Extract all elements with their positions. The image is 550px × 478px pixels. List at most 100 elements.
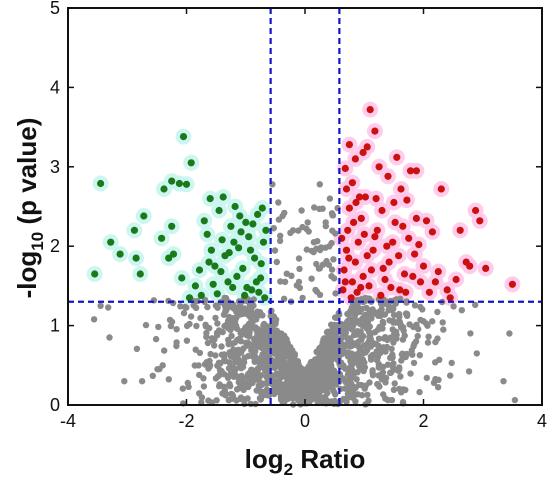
point-up bbox=[365, 282, 373, 290]
point-up bbox=[350, 218, 358, 226]
point-not-significant bbox=[221, 299, 229, 306]
point-down bbox=[140, 212, 148, 220]
point-up bbox=[369, 246, 377, 254]
point-not-significant bbox=[253, 357, 260, 364]
point-not-significant bbox=[90, 316, 98, 323]
point-not-significant bbox=[308, 388, 315, 395]
point-not-significant bbox=[294, 373, 301, 380]
point-not-significant bbox=[192, 304, 200, 311]
point-not-significant bbox=[97, 302, 104, 309]
point-not-significant bbox=[256, 386, 263, 394]
point-up bbox=[390, 198, 398, 207]
point-not-significant bbox=[270, 225, 277, 232]
point-not-significant bbox=[330, 323, 337, 331]
point-up bbox=[391, 218, 399, 226]
point-down bbox=[165, 254, 173, 262]
point-not-significant bbox=[183, 304, 190, 311]
point-not-significant bbox=[311, 204, 318, 211]
point-not-significant bbox=[500, 378, 507, 385]
point-up bbox=[340, 266, 348, 274]
point-down bbox=[255, 288, 263, 296]
point-not-significant bbox=[214, 320, 221, 327]
point-not-significant bbox=[325, 336, 332, 343]
point-down bbox=[175, 179, 183, 188]
point-not-significant bbox=[384, 396, 392, 404]
point-not-significant bbox=[358, 305, 366, 313]
point-not-significant bbox=[285, 378, 292, 385]
point-not-significant bbox=[280, 295, 288, 302]
points-layer bbox=[90, 106, 519, 408]
point-not-significant bbox=[168, 318, 176, 326]
point-not-significant bbox=[308, 275, 315, 282]
point-not-significant bbox=[314, 238, 321, 245]
point-down bbox=[169, 250, 178, 258]
point-not-significant bbox=[237, 394, 245, 401]
point-down bbox=[227, 222, 235, 230]
point-not-significant bbox=[262, 367, 269, 375]
point-not-significant bbox=[233, 305, 241, 313]
point-not-significant bbox=[205, 397, 212, 404]
y-axis-title: -log10 (p value) bbox=[12, 118, 47, 299]
point-not-significant bbox=[270, 326, 278, 334]
point-not-significant bbox=[416, 352, 423, 359]
point-up bbox=[387, 283, 395, 292]
point-not-significant bbox=[423, 320, 430, 327]
point-not-significant bbox=[291, 384, 298, 391]
point-not-significant bbox=[395, 310, 403, 318]
point-not-significant bbox=[202, 321, 209, 328]
point-up bbox=[399, 222, 407, 230]
point-up bbox=[371, 127, 379, 135]
point-not-significant bbox=[316, 265, 323, 272]
point-not-significant bbox=[196, 349, 204, 357]
point-not-significant bbox=[246, 313, 254, 321]
point-up bbox=[342, 246, 351, 254]
point-not-significant bbox=[397, 295, 404, 302]
point-down bbox=[225, 249, 233, 257]
point-down bbox=[239, 264, 247, 272]
point-down bbox=[254, 210, 262, 218]
point-up bbox=[456, 226, 464, 234]
point-not-significant bbox=[184, 379, 191, 387]
point-not-significant bbox=[391, 380, 398, 387]
point-not-significant bbox=[434, 384, 442, 391]
point-not-significant bbox=[397, 321, 404, 328]
point-not-significant bbox=[105, 304, 112, 311]
point-not-significant bbox=[434, 308, 441, 316]
point-not-significant bbox=[432, 338, 439, 346]
point-up bbox=[367, 266, 375, 274]
x-tick-label: -4 bbox=[60, 411, 76, 431]
point-up bbox=[351, 258, 359, 266]
point-not-significant bbox=[273, 388, 280, 395]
x-tick-label: 4 bbox=[537, 411, 547, 431]
point-down bbox=[191, 282, 199, 290]
point-not-significant bbox=[241, 400, 248, 408]
point-not-significant bbox=[511, 396, 519, 404]
point-not-significant bbox=[219, 390, 226, 397]
point-not-significant bbox=[356, 363, 363, 370]
point-not-significant bbox=[506, 330, 513, 337]
point-not-significant bbox=[277, 352, 285, 359]
point-not-significant bbox=[273, 258, 280, 266]
point-not-significant bbox=[389, 351, 396, 358]
point-not-significant bbox=[273, 372, 280, 379]
point-not-significant bbox=[295, 393, 302, 400]
point-not-significant bbox=[365, 397, 372, 404]
point-not-significant bbox=[354, 302, 361, 309]
point-down bbox=[130, 226, 138, 234]
point-not-significant bbox=[278, 383, 286, 390]
point-not-significant bbox=[415, 325, 422, 333]
point-not-significant bbox=[312, 286, 319, 294]
point-not-significant bbox=[287, 353, 294, 360]
point-not-significant bbox=[318, 369, 326, 376]
point-not-significant bbox=[277, 278, 284, 285]
point-up bbox=[345, 254, 353, 262]
point-up bbox=[482, 264, 490, 272]
point-not-significant bbox=[279, 335, 286, 342]
point-not-significant bbox=[264, 327, 271, 335]
point-not-significant bbox=[205, 365, 212, 372]
point-down bbox=[205, 258, 213, 266]
point-not-significant bbox=[425, 333, 432, 340]
point-not-significant bbox=[263, 338, 270, 346]
point-up bbox=[359, 148, 367, 157]
point-not-significant bbox=[390, 339, 397, 346]
